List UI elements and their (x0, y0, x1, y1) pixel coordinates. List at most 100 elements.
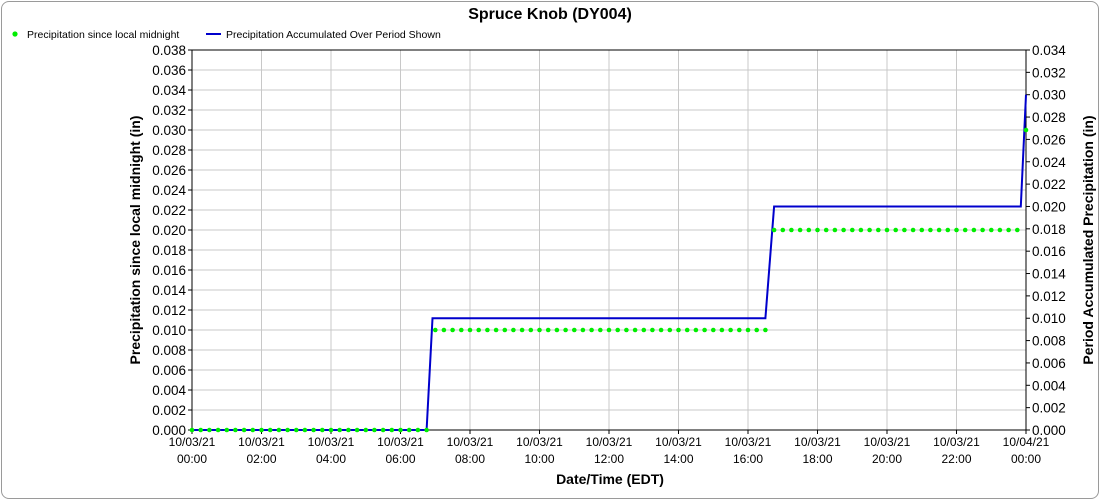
since-midnight-point (832, 227, 838, 233)
since-midnight-point (667, 327, 673, 333)
since-midnight-point (928, 227, 933, 233)
x-tick-time: 00:00 (177, 452, 207, 466)
since-midnight-point (780, 227, 786, 233)
since-midnight-point (641, 327, 647, 333)
since-midnight-point (719, 327, 725, 333)
since-midnight-point (328, 427, 334, 433)
since-midnight-point (858, 227, 864, 233)
x-tick-date: 10/03/21 (655, 435, 702, 449)
since-midnight-point (380, 427, 386, 433)
right-tick-label: 0.006 (1032, 356, 1066, 371)
since-midnight-point (259, 427, 264, 433)
since-midnight-point (302, 427, 308, 433)
since-midnight-point (459, 327, 464, 333)
since-midnight-point (971, 227, 977, 233)
right-tick-label: 0.034 (1032, 43, 1066, 58)
x-tick-time: 14:00 (663, 452, 693, 466)
since-midnight-point (954, 227, 959, 233)
left-tick-label: 0.026 (152, 163, 186, 178)
since-midnight-point (980, 227, 985, 233)
since-midnight-point (728, 327, 733, 333)
since-midnight-point (1015, 227, 1020, 233)
x-tick-time: 10:00 (524, 452, 554, 466)
x-tick-date: 10/03/21 (377, 435, 424, 449)
left-axis-title: Precipitation since local midnight (in) (127, 116, 143, 365)
x-tick-date: 10/03/21 (169, 435, 216, 449)
since-midnight-point (737, 327, 742, 333)
left-tick-label: 0.022 (152, 203, 186, 218)
left-tick-label: 0.024 (152, 183, 186, 198)
since-midnight-point (346, 427, 351, 433)
since-midnight-point (763, 327, 768, 333)
since-midnight-point (294, 427, 299, 433)
left-tick-label: 0.000 (152, 423, 186, 438)
since-midnight-point (372, 427, 377, 433)
since-midnight-point (1023, 127, 1029, 133)
x-tick-time: 02:00 (246, 452, 276, 466)
right-tick-label: 0.030 (1032, 88, 1066, 103)
since-midnight-point (406, 427, 412, 433)
x-tick-date: 10/03/21 (238, 435, 285, 449)
since-midnight-point (450, 327, 455, 333)
since-midnight-point (919, 227, 925, 233)
left-tick-label: 0.008 (152, 343, 186, 358)
right-tick-label: 0.022 (1032, 177, 1066, 192)
since-midnight-point (815, 227, 820, 233)
right-tick-label: 0.004 (1032, 378, 1066, 393)
since-midnight-point (467, 327, 473, 333)
left-tick-label: 0.018 (152, 243, 186, 258)
x-tick-date: 10/03/21 (586, 435, 633, 449)
right-tick-label: 0.008 (1032, 334, 1066, 349)
since-midnight-point (554, 327, 560, 333)
since-midnight-point (363, 427, 369, 433)
left-axis-ticks: 0.000 0.002 0.004 0.006 0.008 0.010 0.012 0.014… (152, 43, 192, 438)
left-tick-label: 0.030 (152, 123, 186, 138)
since-midnight-point (389, 427, 395, 433)
legend-dot-icon (12, 31, 18, 37)
x-tick-time: 06:00 (385, 452, 415, 466)
since-midnight-point (806, 227, 812, 233)
since-midnight-point (789, 227, 794, 233)
since-midnight-point (658, 327, 664, 333)
since-midnight-point (650, 327, 655, 333)
x-axis-title: Date/Time (EDT) (556, 471, 664, 487)
since-midnight-point (424, 427, 429, 433)
since-midnight-point (989, 227, 994, 233)
x-tick-date: 10/03/21 (933, 435, 980, 449)
right-tick-label: 0.000 (1032, 423, 1066, 438)
since-midnight-point (545, 327, 551, 333)
since-midnight-point (823, 227, 829, 233)
x-tick-date: 10/03/21 (794, 435, 841, 449)
since-midnight-point (884, 227, 890, 233)
since-midnight-point (684, 327, 690, 333)
since-midnight-point (441, 327, 447, 333)
left-tick-label: 0.010 (152, 323, 186, 338)
since-midnight-point (893, 227, 898, 233)
right-tick-label: 0.032 (1032, 65, 1066, 80)
since-midnight-point (902, 227, 907, 233)
since-midnight-point (311, 427, 316, 433)
left-tick-label: 0.006 (152, 363, 186, 378)
since-midnight-point (797, 227, 803, 233)
right-axis-title: Period Accumulated Precipitation (in) (1080, 115, 1096, 364)
since-midnight-point (415, 427, 421, 433)
since-midnight-point (215, 427, 221, 433)
since-midnight-point (276, 427, 282, 433)
since-midnight-point (598, 327, 603, 333)
x-tick-date: 10/03/21 (308, 435, 355, 449)
x-tick-time: 18:00 (802, 452, 832, 466)
x-tick-time: 16:00 (733, 452, 763, 466)
since-midnight-point (606, 327, 612, 333)
since-midnight-point (267, 427, 273, 433)
x-tick-date: 10/04/21 (1003, 435, 1050, 449)
since-midnight-point (224, 427, 230, 433)
since-midnight-point (572, 327, 577, 333)
since-midnight-point (337, 427, 343, 433)
since-midnight-point (433, 327, 438, 333)
since-midnight-point (320, 427, 325, 433)
since-midnight-point (711, 327, 716, 333)
since-midnight-point (841, 227, 846, 233)
since-midnight-point (354, 427, 360, 433)
x-axis-ticks: 10/03/21 00:00 10/03/21 02:00 10/03/21 04:00 1… (169, 430, 1050, 466)
